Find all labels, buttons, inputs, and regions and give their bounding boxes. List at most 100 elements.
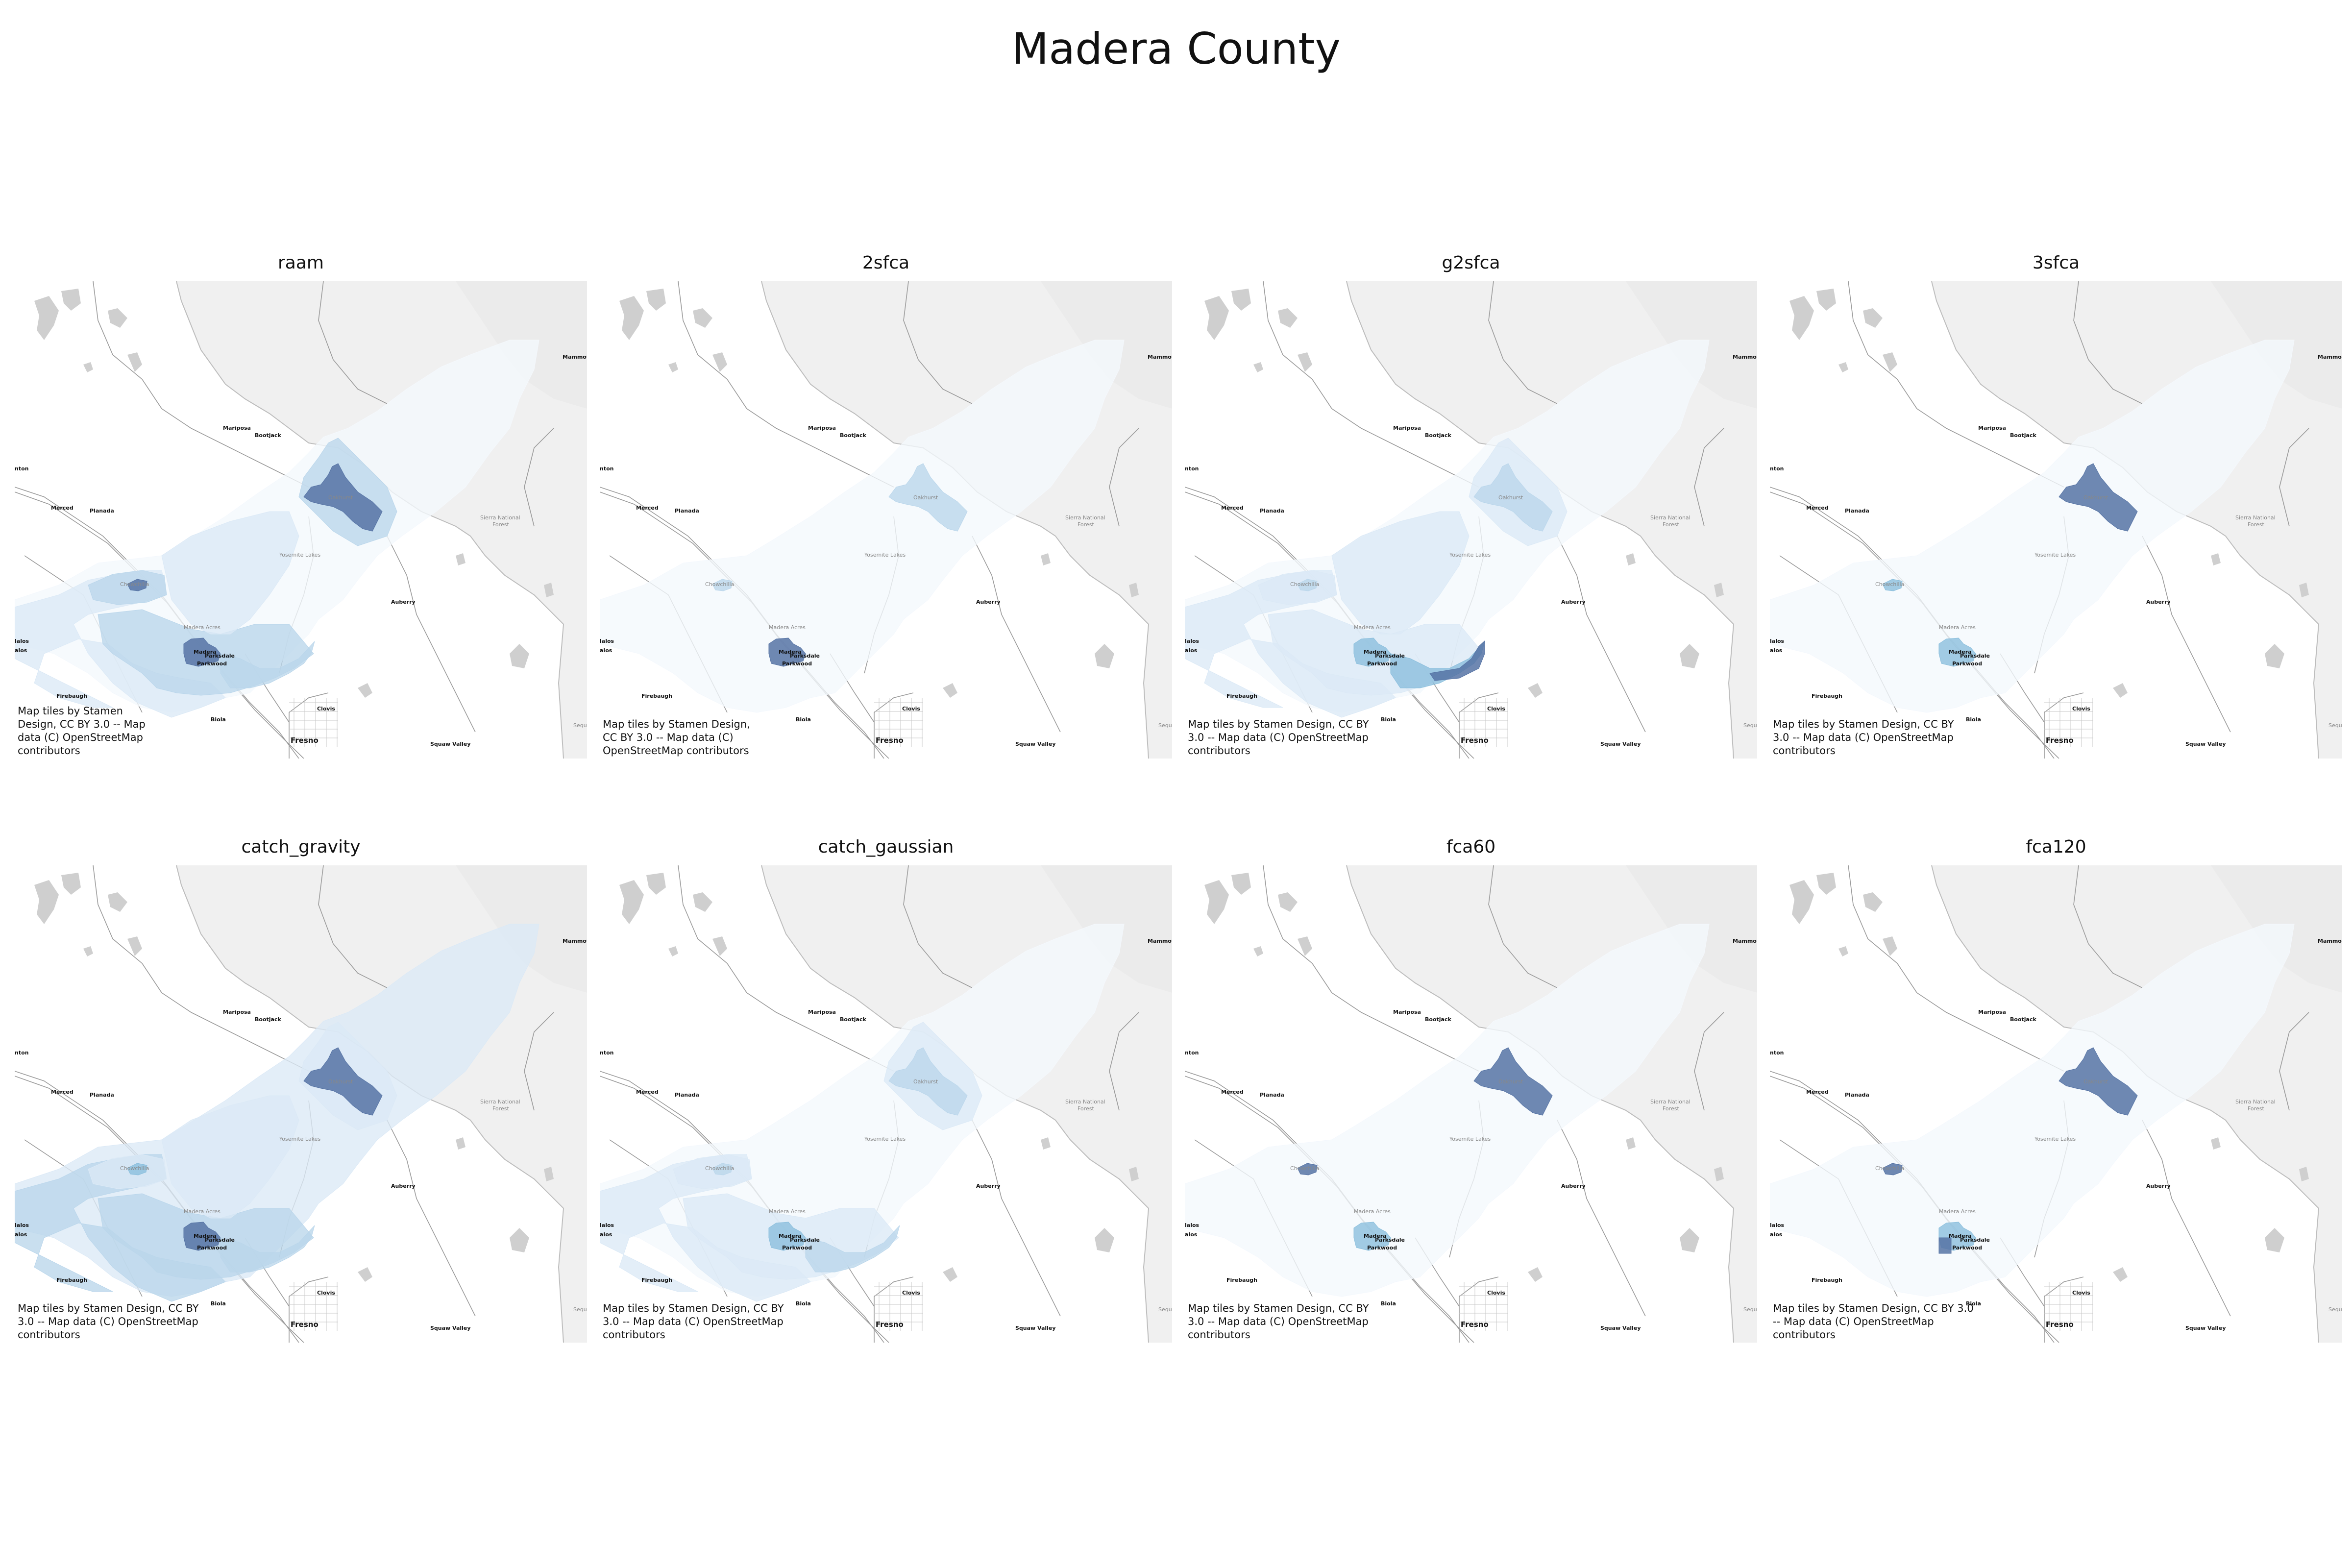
place-label: Squaw Valley <box>430 741 471 747</box>
panel-title: 3sfca <box>2032 253 2080 273</box>
place-label: Yosemite Lakes <box>864 1136 906 1142</box>
map-canvas: Mammoth L Mariposa Bootjack nton Merced Plana… <box>1770 865 2342 1343</box>
map-panel-raam: raam Mammoth L Mariposa Bootjack nton Merced P… <box>15 253 587 759</box>
lake <box>456 553 466 565</box>
place-label: Planada <box>1845 1092 1869 1098</box>
place-label: lalos <box>1770 1222 1785 1228</box>
place-label: Fresno <box>876 1320 904 1329</box>
place-label: Clovis <box>2072 706 2090 712</box>
region-county-base <box>1770 924 2295 1297</box>
region-oakhurst-core <box>2058 1047 2138 1116</box>
place-label: Madera Acres <box>184 1208 220 1215</box>
lake <box>34 880 59 924</box>
place-label: Fresno <box>291 736 318 745</box>
lake <box>1041 1137 1051 1150</box>
region-oakhurst-core <box>1473 1047 1553 1116</box>
place-label: Madera Acres <box>184 624 220 631</box>
place-label: Bootjack <box>2010 1016 2036 1023</box>
place-label: nton <box>1185 1050 1199 1056</box>
place-label: Squaw Valley <box>1600 741 1641 747</box>
place-label: Fresno <box>291 1320 318 1329</box>
choropleth-map: Mammoth L Mariposa Bootjack nton Merced Plana… <box>1185 865 1757 1343</box>
choropleth-map: Mammoth L Mariposa Bootjack nton Merced Plana… <box>15 865 587 1343</box>
region-county-base <box>600 340 1125 713</box>
map-attribution: Map tiles by Stamen Design, CC BY 3.0 --… <box>18 705 146 757</box>
map-attribution: Map tiles by Stamen Design, CC BY 3.0 --… <box>18 1302 199 1341</box>
place-label: Forest <box>2248 1105 2264 1112</box>
place-label: Squaw Valley <box>2185 741 2226 747</box>
map-canvas: Mammoth L Mariposa Bootjack nton Merced Plana… <box>1185 281 1757 759</box>
road <box>2142 1120 2231 1317</box>
place-label: Merced <box>636 505 659 511</box>
place-label: Sierra National <box>2235 514 2276 521</box>
lake <box>1231 873 1251 895</box>
place-label: Mammoth L <box>563 354 587 360</box>
place-label: Sierra National <box>480 514 520 521</box>
place-label: Chowchilla <box>705 581 734 588</box>
region-madera-city-core <box>768 1222 806 1251</box>
lake <box>34 296 59 340</box>
lake <box>1528 683 1543 698</box>
lake <box>693 892 712 912</box>
place-label: Sequ <box>2328 722 2342 729</box>
lake <box>1838 362 1848 372</box>
panel-title: raam <box>278 253 324 273</box>
road <box>1459 1276 1499 1343</box>
lake <box>943 1267 957 1282</box>
place-label: Planada <box>90 508 114 514</box>
place-label: nton <box>1770 1050 1784 1056</box>
place-label: Parkwood <box>1367 1245 1397 1251</box>
lake <box>83 362 93 372</box>
place-label: Mariposa <box>1393 425 1421 431</box>
place-label: Oakhurst <box>2083 494 2108 501</box>
place-label: Fresno <box>876 736 904 745</box>
place-label: Planada <box>675 508 699 514</box>
place-label: Madera <box>194 1233 217 1239</box>
lake <box>2265 1228 2284 1252</box>
place-label: Chowchilla <box>1290 1165 1319 1172</box>
place-label: Bootjack <box>840 1016 866 1023</box>
road <box>1488 865 1558 988</box>
lake <box>1789 880 1814 924</box>
place-label: Madera Acres <box>1939 1208 1976 1215</box>
place-label: Mariposa <box>808 1009 836 1015</box>
region-oakhurst-core <box>303 1047 383 1116</box>
map-panel-g2sfca: g2sfca Mammoth L Mariposa Bootjack nton Merce… <box>1185 253 1757 759</box>
place-label: Yosemite Lakes <box>864 552 906 558</box>
map-attribution: Map tiles by Stamen Design, CC BY 3.0 --… <box>1188 1302 1369 1341</box>
place-label: Madera <box>1949 1233 1972 1239</box>
road <box>2044 1276 2084 1343</box>
lake <box>646 873 666 895</box>
place-label: Mariposa <box>808 425 836 431</box>
road <box>678 281 894 488</box>
place-label: Planada <box>675 1092 699 1098</box>
lake <box>693 308 712 328</box>
place-label: Clovis <box>2072 1290 2090 1296</box>
place-label: lalos <box>15 1222 29 1228</box>
place-label: Auberry <box>1561 599 1586 605</box>
place-label: nton <box>600 466 613 472</box>
place-label: Parksdale <box>1960 653 1990 659</box>
place-label: Sequ <box>2328 1306 2342 1313</box>
place-label: Sierra National <box>1650 1099 1690 1105</box>
place-label: Parkwood <box>197 1245 227 1251</box>
place-label: Clovis <box>317 1290 335 1296</box>
lake <box>943 683 957 698</box>
lake <box>358 1267 372 1282</box>
place-label: Chowchilla <box>120 1165 149 1172</box>
lake <box>1838 946 1848 956</box>
place-label: nton <box>15 466 28 472</box>
place-label: Chowchilla <box>1875 1165 1904 1172</box>
lake <box>712 936 727 956</box>
lake <box>646 289 666 311</box>
road <box>1459 692 1499 759</box>
panel-title: fca60 <box>1446 837 1496 857</box>
place-label: Planada <box>1845 508 1869 514</box>
place-label: Auberry <box>2146 599 2171 605</box>
map-panel-catch-gravity: catch_gravity Mammoth L Mariposa Bootjack nt… <box>15 837 587 1343</box>
place-label: Biola <box>1966 1300 1981 1307</box>
place-label: Merced <box>1221 505 1244 511</box>
place-label: Yosemite Lakes <box>1449 552 1491 558</box>
place-label: Mariposa <box>1978 425 2006 431</box>
road <box>1694 1012 1724 1111</box>
